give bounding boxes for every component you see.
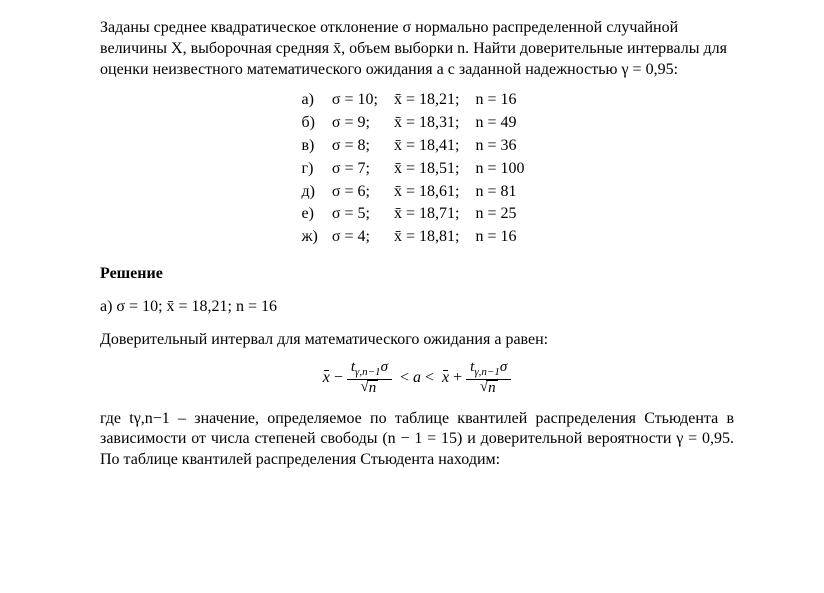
case-n: n = 49 xyxy=(471,113,536,136)
problem-statement: Заданы среднее квадратическое отклонение… xyxy=(100,18,734,80)
case-n: n = 100 xyxy=(471,159,536,182)
case-sigma: σ = 5; xyxy=(328,204,390,227)
sqrt-n: n xyxy=(486,380,498,396)
table-row: ж) σ = 4; x̄ = 18,81; n = 16 xyxy=(298,227,537,250)
table-row: г) σ = 7; x̄ = 18,51; n = 100 xyxy=(298,159,537,182)
case-n: n = 36 xyxy=(471,136,536,159)
t-subscript: γ,n−1 xyxy=(474,366,500,378)
case-n: n = 81 xyxy=(471,182,536,205)
ci-formula: x − tγ,n−1σ √n < a < x + tγ,n−1σ √n xyxy=(100,360,734,396)
sigma-symbol: σ xyxy=(500,359,507,375)
cases-table: а) σ = 10; x̄ = 18,21; n = 16 б) σ = 9; … xyxy=(298,90,537,250)
sigma-symbol: σ xyxy=(381,359,388,375)
case-sigma: σ = 9; xyxy=(328,113,390,136)
case-n: n = 16 xyxy=(471,227,536,250)
table-row: е) σ = 5; x̄ = 18,71; n = 25 xyxy=(298,204,537,227)
case-n: n = 16 xyxy=(471,90,536,113)
case-sigma: σ = 7; xyxy=(328,159,390,182)
case-label: б) xyxy=(298,113,328,136)
case-label: е) xyxy=(298,204,328,227)
lt-sign: < xyxy=(400,369,409,386)
case-xbar: x̄ = 18,31; xyxy=(390,113,471,136)
case-label: в) xyxy=(298,136,328,159)
case-xbar: x̄ = 18,41; xyxy=(390,136,471,159)
solution-title: Решение xyxy=(100,264,734,285)
case-xbar: x̄ = 18,81; xyxy=(390,227,471,250)
case-xbar: x̄ = 18,71; xyxy=(390,204,471,227)
case-label: д) xyxy=(298,182,328,205)
fraction-left: tγ,n−1σ √n xyxy=(347,360,392,396)
case-n: n = 25 xyxy=(471,204,536,227)
table-row: б) σ = 9; x̄ = 18,31; n = 49 xyxy=(298,113,537,136)
case-sigma: σ = 8; xyxy=(328,136,390,159)
ci-intro-text: Доверительный интервал для математическо… xyxy=(100,330,734,351)
sqrt-n: n xyxy=(367,380,379,396)
lt-sign: < xyxy=(425,369,434,386)
table-row: д) σ = 6; x̄ = 18,61; n = 81 xyxy=(298,182,537,205)
table-row: в) σ = 8; x̄ = 18,41; n = 36 xyxy=(298,136,537,159)
case-label: а) xyxy=(298,90,328,113)
t-subscript: γ,n−1 xyxy=(355,366,381,378)
case-sigma: σ = 4; xyxy=(328,227,390,250)
case-xbar: x̄ = 18,61; xyxy=(390,182,471,205)
t-explanation: где tγ,n−1 – значение, определяемое по т… xyxy=(100,409,734,471)
case-sigma: σ = 6; xyxy=(328,182,390,205)
minus-sign: − xyxy=(334,369,343,386)
solution-case-a: а) σ = 10; x̄ = 18,21; n = 16 xyxy=(100,297,734,318)
plus-sign: + xyxy=(453,369,462,386)
cases-table-wrap: а) σ = 10; x̄ = 18,21; n = 16 б) σ = 9; … xyxy=(100,90,734,250)
case-xbar: x̄ = 18,21; xyxy=(390,90,471,113)
case-xbar: x̄ = 18,51; xyxy=(390,159,471,182)
table-row: а) σ = 10; x̄ = 18,21; n = 16 xyxy=(298,90,537,113)
fraction-right: tγ,n−1σ √n xyxy=(466,360,511,396)
case-label: г) xyxy=(298,159,328,182)
a-symbol: a xyxy=(413,369,421,386)
case-label: ж) xyxy=(298,227,328,250)
case-sigma: σ = 10; xyxy=(328,90,390,113)
